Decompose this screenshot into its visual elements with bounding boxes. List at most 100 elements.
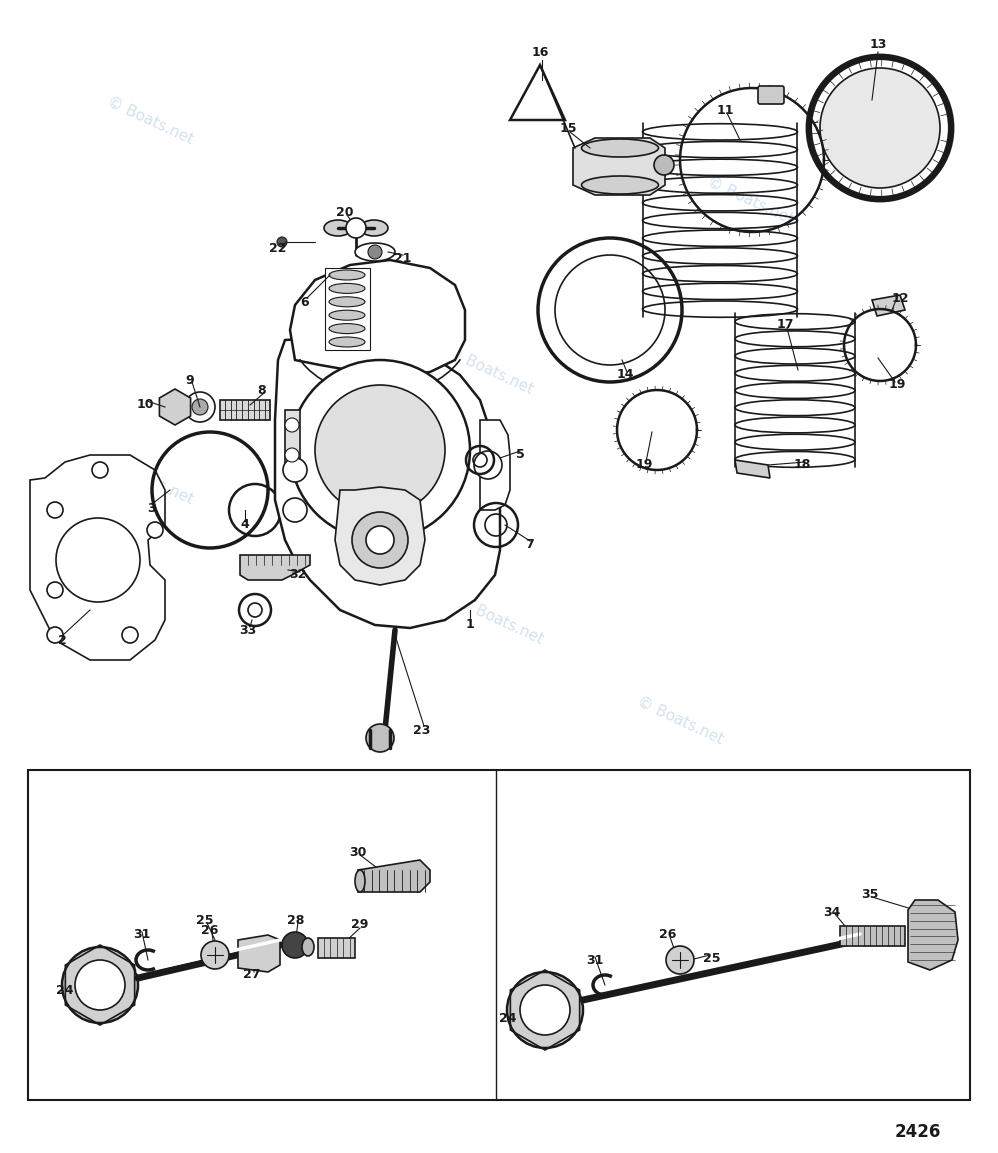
Text: © Boats.net: © Boats.net (635, 693, 726, 746)
Text: 35: 35 (861, 889, 878, 902)
Text: 11: 11 (717, 104, 734, 116)
Text: 30: 30 (349, 845, 366, 859)
Polygon shape (275, 338, 500, 628)
Text: 20: 20 (336, 205, 353, 219)
Text: 16: 16 (531, 45, 549, 59)
Text: 17: 17 (776, 318, 793, 332)
Text: 6: 6 (300, 295, 309, 309)
Text: 24: 24 (56, 984, 74, 996)
Circle shape (56, 518, 140, 602)
Ellipse shape (360, 220, 388, 236)
Text: 31: 31 (586, 954, 604, 966)
Text: 5: 5 (516, 449, 524, 461)
Text: 31: 31 (134, 928, 151, 942)
Text: 19: 19 (888, 378, 906, 392)
Polygon shape (335, 487, 425, 585)
Text: 26: 26 (202, 924, 219, 936)
Text: © Boats.net: © Boats.net (454, 594, 546, 647)
Polygon shape (358, 860, 430, 892)
Ellipse shape (355, 871, 365, 892)
Text: 25: 25 (197, 913, 214, 927)
Circle shape (352, 512, 408, 568)
Text: 3: 3 (148, 502, 157, 514)
Circle shape (315, 385, 445, 515)
Circle shape (285, 449, 299, 462)
Text: 18: 18 (793, 459, 810, 472)
Circle shape (283, 458, 307, 482)
Text: 2426: 2426 (895, 1123, 941, 1141)
Ellipse shape (329, 296, 365, 307)
Circle shape (47, 582, 63, 598)
Bar (28, 770, 970, 1100)
Polygon shape (285, 410, 300, 470)
Ellipse shape (329, 337, 365, 347)
Text: 12: 12 (891, 292, 909, 304)
Circle shape (285, 419, 299, 432)
Text: 13: 13 (869, 38, 886, 52)
Text: 7: 7 (526, 538, 534, 551)
Circle shape (368, 244, 382, 259)
Polygon shape (840, 926, 905, 945)
Text: 21: 21 (394, 251, 412, 264)
Text: 32: 32 (289, 568, 306, 581)
Ellipse shape (302, 939, 314, 956)
Ellipse shape (329, 310, 365, 321)
Circle shape (520, 985, 570, 1035)
Polygon shape (238, 935, 280, 972)
Text: 14: 14 (616, 369, 634, 382)
Circle shape (474, 451, 502, 478)
Text: © Boats.net: © Boats.net (105, 93, 196, 146)
Circle shape (654, 155, 674, 175)
Ellipse shape (329, 270, 365, 280)
Polygon shape (573, 138, 665, 195)
Circle shape (808, 56, 952, 199)
Circle shape (185, 392, 215, 422)
Text: © Boats.net: © Boats.net (444, 344, 536, 397)
Text: 2: 2 (58, 633, 67, 647)
Text: 1: 1 (466, 618, 474, 632)
Polygon shape (735, 460, 770, 478)
Ellipse shape (582, 140, 659, 157)
Text: 19: 19 (636, 459, 653, 472)
Circle shape (47, 627, 63, 643)
Circle shape (147, 522, 163, 538)
Ellipse shape (329, 284, 365, 293)
Text: 34: 34 (823, 905, 840, 919)
Polygon shape (290, 259, 465, 375)
Circle shape (92, 462, 108, 478)
Text: 4: 4 (241, 519, 250, 532)
Text: 9: 9 (186, 374, 195, 386)
Circle shape (366, 724, 394, 752)
Circle shape (282, 932, 308, 958)
Text: 8: 8 (257, 384, 266, 397)
Ellipse shape (355, 243, 395, 261)
Circle shape (47, 502, 63, 518)
Circle shape (75, 960, 125, 1010)
FancyBboxPatch shape (758, 86, 784, 104)
Text: 10: 10 (137, 399, 154, 412)
Polygon shape (220, 400, 270, 420)
Circle shape (62, 947, 138, 1023)
Text: 27: 27 (244, 969, 260, 981)
Bar (325, 267, 370, 351)
Text: 25: 25 (704, 951, 721, 965)
Polygon shape (30, 455, 165, 660)
Text: 28: 28 (287, 913, 304, 927)
Polygon shape (240, 555, 310, 580)
Text: 24: 24 (499, 1011, 517, 1025)
Ellipse shape (324, 220, 352, 236)
Text: © Boats.net: © Boats.net (705, 173, 795, 226)
Ellipse shape (582, 176, 659, 194)
Text: 15: 15 (559, 121, 577, 135)
Circle shape (201, 941, 229, 969)
Text: 26: 26 (660, 928, 677, 942)
Circle shape (122, 627, 138, 643)
Text: 29: 29 (351, 919, 368, 932)
Circle shape (366, 526, 394, 553)
Text: 22: 22 (269, 241, 286, 255)
Polygon shape (318, 939, 355, 958)
Circle shape (507, 972, 583, 1048)
Polygon shape (480, 420, 510, 510)
Ellipse shape (329, 324, 365, 333)
Circle shape (277, 238, 287, 247)
